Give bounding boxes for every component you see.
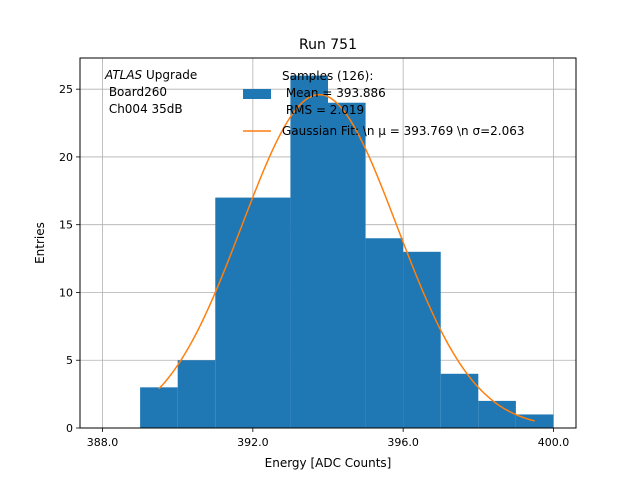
annotation-line-upgrade: Upgrade (142, 68, 197, 82)
x-axis-label: Energy [ADC Counts] (265, 456, 392, 470)
histogram-bar-0 (140, 387, 178, 428)
gaussian-fit-curve (158, 93, 535, 422)
histogram-bar-7 (440, 373, 479, 428)
legend-fit-label: Gaussian Fit: \n μ = 393.769 \n σ=2.063 (282, 124, 525, 138)
x-tick-label-1: 392.0 (237, 436, 269, 449)
y-axis-ticks: 0 5 10 15 20 25 (59, 83, 80, 435)
y-tick-label-4: 20 (59, 151, 73, 164)
histogram-bar-6 (403, 251, 441, 428)
histogram-bar-8 (478, 400, 516, 428)
x-tick-label-0: 388.0 (87, 436, 119, 449)
atlas-annotation: ATLAS Upgrade Board260 Ch004 35dB (104, 68, 197, 116)
svg-text:ATLAS Upgrade: ATLAS Upgrade (104, 68, 197, 82)
atlas-label: ATLAS (104, 68, 143, 82)
y-tick-label-1: 5 (66, 354, 73, 367)
y-tick-label-3: 15 (59, 219, 73, 232)
legend-samples-line-2: Mean = 393.886 (282, 86, 386, 100)
histogram-bar-4 (328, 102, 366, 428)
histogram-bar-1 (177, 360, 216, 428)
x-axis-ticks: 388.0 392.0 396.0 400.0 (87, 428, 569, 449)
legend-samples-swatch (243, 89, 271, 99)
histogram-bars (140, 75, 554, 428)
x-tick-label-3: 400.0 (538, 436, 570, 449)
y-axis-label: Entries (33, 222, 47, 264)
x-tick-label-2: 396.0 (387, 436, 419, 449)
y-tick-label-2: 10 (59, 286, 73, 299)
legend: Samples (126): Mean = 393.886 RMS = 2.01… (243, 69, 525, 138)
legend-samples-line-1: Samples (126): (282, 69, 373, 83)
annotation-line-board: Board260 (105, 85, 167, 99)
y-tick-label-5: 25 (59, 83, 73, 96)
y-tick-label-0: 0 (66, 422, 73, 435)
legend-samples-line-3: RMS = 2.019 (282, 103, 364, 117)
chart-title: Run 751 (299, 37, 357, 53)
histogram-bar-3 (290, 75, 328, 428)
histogram-bar-5 (365, 238, 404, 428)
annotation-line-channel: Ch004 35dB (105, 102, 183, 116)
plot-frame (79, 57, 577, 429)
histogram-bar-2 (215, 197, 291, 428)
